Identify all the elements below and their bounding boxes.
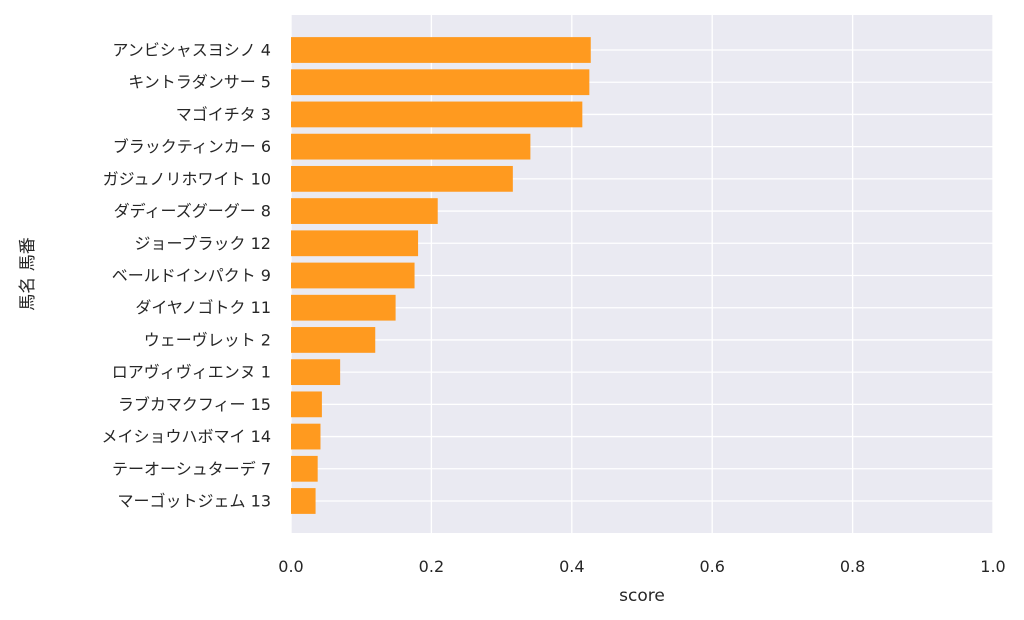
bar <box>291 198 438 224</box>
y-tick-label: ウェーヴレット 2 <box>144 330 271 349</box>
bar <box>291 488 316 514</box>
x-tick-label: 0.8 <box>840 557 865 576</box>
bar <box>291 391 322 418</box>
y-tick-label: ダイヤノゴトク 11 <box>135 298 271 317</box>
bar <box>291 455 318 482</box>
y-tick-label: ダディーズグーグー 8 <box>114 202 271 221</box>
x-tick-label: 0.0 <box>278 557 303 576</box>
bar <box>291 359 341 386</box>
y-tick-label: キントラダンサー 5 <box>128 73 271 92</box>
bar <box>291 327 376 353</box>
bar <box>291 69 590 96</box>
y-tick-label: ベールドインパクト 9 <box>112 266 271 285</box>
bar <box>291 165 513 192</box>
bars-group <box>291 37 591 514</box>
bar <box>291 262 415 289</box>
y-tick-label: ラブカマクフィー 15 <box>118 395 271 414</box>
y-tick-label: ジョーブラック 12 <box>135 234 272 253</box>
x-tick-label: 0.2 <box>419 557 444 576</box>
bar <box>291 230 419 257</box>
y-tick-label: マーゴットジェム 13 <box>118 492 271 511</box>
bar <box>291 294 396 321</box>
x-tick-label: 0.6 <box>699 557 724 576</box>
x-tick-label: 1.0 <box>980 557 1005 576</box>
bar <box>291 101 583 128</box>
y-tick-label: ブラックティンカー 6 <box>113 137 271 156</box>
y-tick-label: テーオーシュターデ 7 <box>112 459 271 478</box>
bar <box>291 133 531 160</box>
x-tick-label: 0.4 <box>559 557 584 576</box>
y-tick-label: ガジュノリホワイト 10 <box>103 169 271 188</box>
y-tick-label: メイショウハボマイ 14 <box>102 427 271 446</box>
bar <box>291 423 321 450</box>
x-tick-labels: 0.0 0.2 0.4 0.6 0.8 1.0 <box>278 557 1005 576</box>
y-tick-label: ロアヴィヴィエンヌ 1 <box>112 363 271 382</box>
x-axis-label: score <box>619 586 665 606</box>
y-tick-labels: アンビシャスヨシノ 4 キントラダンサー 5 マゴイチタ 3 ブラックティンカー 6 ガ… <box>102 41 271 511</box>
y-axis-label: 馬名 馬番 <box>18 237 38 310</box>
y-tick-label: マゴイチタ 3 <box>176 105 271 124</box>
bar <box>291 37 591 63</box>
y-tick-label: アンビシャスヨシノ 4 <box>112 41 271 60</box>
